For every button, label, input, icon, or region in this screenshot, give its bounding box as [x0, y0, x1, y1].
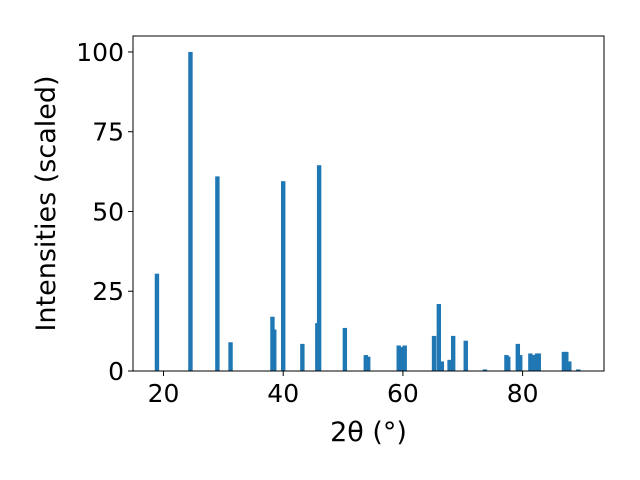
bar [439, 361, 445, 371]
bar [342, 327, 348, 371]
y-tick-label: 75 [92, 118, 124, 147]
bar [515, 343, 521, 371]
bar [528, 353, 533, 371]
y-tick-label: 50 [92, 197, 124, 226]
x-tick-label: 40 [267, 379, 299, 408]
plot-frame [132, 35, 605, 372]
bar [450, 335, 456, 371]
bar [436, 304, 442, 371]
bar [463, 340, 468, 371]
y-tick-label: 100 [76, 38, 124, 67]
bar [366, 356, 371, 371]
bar [215, 176, 220, 371]
y-tick-label: 0 [108, 357, 124, 386]
bar [188, 51, 193, 371]
bar [228, 342, 233, 371]
y-tick-label: 25 [92, 277, 124, 306]
bar [316, 165, 322, 371]
bars-group [154, 51, 581, 371]
bar [399, 347, 404, 371]
y-axis-ticks: 0 25 50 75 100 [76, 38, 133, 386]
bar [576, 369, 581, 371]
bar [402, 345, 407, 371]
bar [431, 335, 437, 371]
bar [396, 345, 401, 371]
bar [564, 351, 569, 371]
x-axis-ticks: 20 40 60 80 [148, 371, 539, 408]
bar [536, 353, 541, 371]
bar [530, 355, 535, 371]
x-tick-label: 60 [387, 379, 419, 408]
bar [281, 181, 286, 371]
bar [272, 329, 277, 371]
x-tick-label: 20 [148, 379, 180, 408]
bar [447, 359, 452, 371]
bar [154, 273, 160, 371]
bar [518, 355, 523, 371]
bar [300, 343, 305, 371]
y-axis-label: Intensities (scaled) [31, 75, 62, 331]
bar [482, 369, 488, 371]
bar [363, 355, 369, 371]
x-axis-label: 2θ (°) [330, 417, 407, 448]
bar [567, 361, 572, 371]
bar [506, 356, 511, 371]
bar [561, 351, 567, 371]
x-tick-label: 80 [507, 379, 539, 408]
